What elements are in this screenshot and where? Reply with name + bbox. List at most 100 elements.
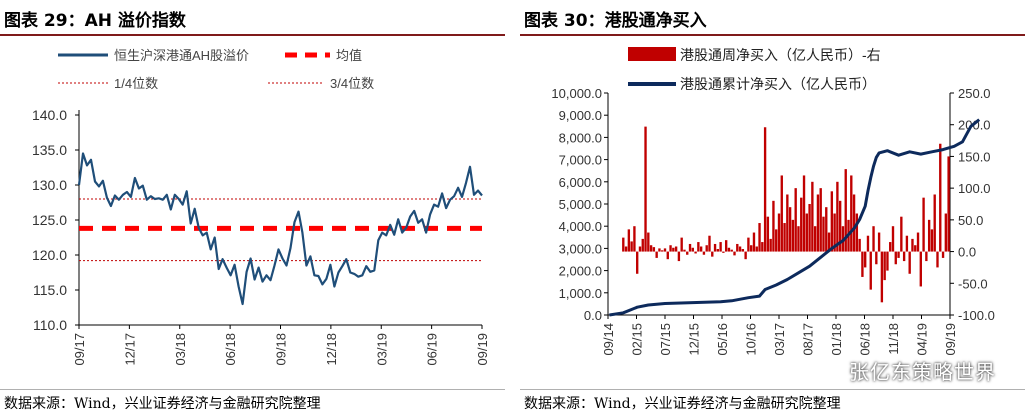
weekly-net-buy-bar	[627, 229, 631, 252]
weekly-net-buy-bar	[852, 194, 856, 252]
x-tick-label: 09/14	[601, 323, 616, 356]
weekly-net-buy-bar	[766, 216, 770, 252]
x-tick-label: 04/19	[915, 323, 930, 356]
weekly-net-buy-bar	[855, 213, 859, 252]
weekly-net-buy-bar	[741, 249, 745, 252]
weekly-net-buy-bar	[636, 251, 639, 274]
weekly-net-buy-bar	[722, 251, 725, 253]
x-tick-label: 09/17	[72, 333, 87, 366]
weekly-net-buy-bar	[683, 249, 686, 252]
weekly-net-buy-bar	[677, 251, 681, 262]
weekly-net-buy-bar	[702, 251, 706, 255]
weekly-net-buy-bar	[872, 226, 875, 252]
weekly-net-buy-bar	[894, 251, 897, 265]
x-tick-label: 02/15	[630, 323, 645, 356]
weekly-net-buy-bar	[838, 200, 842, 252]
weekly-net-buy-bar	[669, 245, 672, 252]
right-figure: 图表 30：港股通净买入 10,000.0 9,000.0 8,000.0 7,000…	[520, 0, 1032, 415]
weekly-net-buy-bar	[644, 126, 647, 252]
legend-label-q1: 1/4位数	[114, 76, 158, 91]
weekly-net-buy-bar	[875, 251, 878, 265]
weekly-net-buy-bar	[897, 251, 900, 258]
ah-premium-chart: 140.0 135.0 130.0 125.0 120.0 115.0 110.0 09/17…	[32, 48, 490, 366]
weekly-net-buy-bar	[711, 251, 714, 257]
weekly-net-buy-bar	[719, 242, 722, 252]
y-tick-label: 130.0	[32, 177, 67, 193]
weekly-net-buy-bar	[908, 251, 911, 274]
cumulative-net-buy-line	[609, 118, 981, 317]
legend-label-mean: 均值	[336, 48, 362, 63]
right-y-tick-label: 250.0	[958, 86, 991, 101]
x-tick-label: 12/18	[324, 333, 339, 366]
weekly-net-buy-bar	[758, 223, 761, 252]
weekly-net-buy-bar	[869, 251, 872, 290]
x-tick-label: 08/17	[801, 323, 816, 356]
right-y-tick-label: 0.0	[958, 245, 976, 260]
figure-29-title: 图表 29：AH 溢价指数	[4, 11, 186, 31]
weekly-net-buy-bar	[733, 251, 736, 256]
weekly-net-buy-bar	[889, 242, 892, 252]
x-tick-label: 06/18	[223, 333, 238, 366]
legend-label-line: 港股通累计净买入（亿人民币）	[680, 76, 876, 92]
weekly-net-buy-bar	[686, 251, 689, 255]
legend-label-bars: 港股通周净买入（亿人民币）-右	[680, 47, 881, 63]
source-note: 数据来源：Wind，兴业证券经济与金融研究院整理	[4, 396, 321, 412]
weekly-net-buy-bar	[655, 251, 658, 258]
wechat-watermark: 张亿东策略世界	[849, 360, 996, 384]
weekly-net-buy-bar	[775, 229, 778, 252]
weekly-net-buy-bar	[780, 175, 783, 252]
weekly-net-buy-bar	[914, 245, 917, 252]
x-tick-label: 03/17	[772, 323, 787, 356]
weekly-net-buy-bar	[769, 238, 772, 252]
x-tick-label: 09/19	[475, 333, 490, 366]
right-y-tick-label: 100.0	[958, 181, 991, 196]
left-y-tick-label: 2,000.0	[559, 264, 602, 279]
weekly-net-buy-bar	[844, 169, 847, 252]
weekly-net-buy-bar	[772, 200, 775, 252]
weekly-net-buy-bar	[947, 156, 950, 252]
weekly-net-buy-bar	[763, 127, 767, 252]
weekly-net-buy-bar	[833, 213, 836, 252]
x-tick-label: 11/18	[886, 323, 901, 355]
weekly-net-buy-bar	[891, 226, 895, 252]
weekly-net-buy-bar	[647, 232, 650, 252]
weekly-net-buy-bar	[652, 247, 656, 252]
weekly-net-buy-bar	[819, 188, 822, 252]
weekly-net-buy-bar	[777, 213, 781, 252]
weekly-net-buy-bar	[688, 243, 692, 252]
weekly-net-buy-bar	[922, 197, 925, 252]
weekly-net-buy-bar	[783, 223, 786, 252]
y-tick-label: 120.0	[32, 247, 67, 263]
left-y-tick-label: 8,000.0	[559, 130, 602, 145]
weekly-net-buy-bar	[674, 246, 678, 252]
source-note: 数据来源：Wind，兴业证券经济与金融研究院整理	[524, 396, 841, 412]
y-tick-label: 140.0	[32, 107, 67, 123]
weekly-net-buy-bar	[800, 197, 803, 252]
title-divider	[520, 34, 1025, 36]
weekly-net-buy-bar	[797, 226, 800, 252]
left-y-tick-label: 10,000.0	[551, 86, 602, 101]
weekly-net-buy-bar	[877, 232, 881, 252]
weekly-net-buy-bar	[936, 251, 939, 268]
y-tick-label: 110.0	[33, 317, 67, 333]
weekly-net-buy-bar	[624, 246, 628, 252]
x-tick-label: 10/16	[744, 323, 759, 356]
left-y-tick-label: 1,000.0	[559, 286, 602, 301]
x-tick-label: 07/15	[658, 323, 673, 356]
weekly-net-buy-bar	[649, 245, 653, 252]
weekly-net-buy-bar	[808, 204, 811, 252]
weekly-net-buy-bar	[633, 226, 636, 252]
weekly-net-buy-bar	[861, 251, 864, 277]
weekly-net-buy-bar	[747, 237, 750, 252]
weekly-net-buy-bar	[750, 245, 753, 252]
x-tick-label: 09/18	[274, 333, 289, 366]
left-y-tick-label: 7,000.0	[559, 153, 602, 168]
weekly-net-buy-bar	[713, 243, 717, 252]
weekly-net-buy-bar	[930, 229, 934, 252]
weekly-net-buy-bar	[830, 191, 834, 252]
weekly-net-buy-bar	[850, 175, 853, 252]
legend-swatch-bars	[628, 47, 676, 61]
left-y-tick-label: 5,000.0	[559, 197, 602, 212]
weekly-net-buy-bar	[941, 251, 945, 258]
weekly-net-buy-bar	[791, 219, 795, 252]
